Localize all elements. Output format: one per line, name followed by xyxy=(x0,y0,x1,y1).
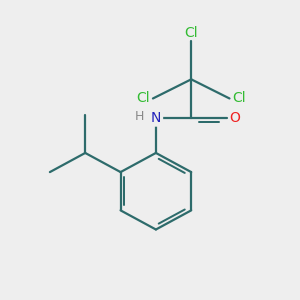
Text: O: O xyxy=(230,111,240,124)
Text: Cl: Cl xyxy=(184,26,198,40)
Text: Cl: Cl xyxy=(136,92,150,106)
Text: N: N xyxy=(151,111,161,124)
Text: H: H xyxy=(135,110,144,123)
Text: Cl: Cl xyxy=(232,92,246,106)
